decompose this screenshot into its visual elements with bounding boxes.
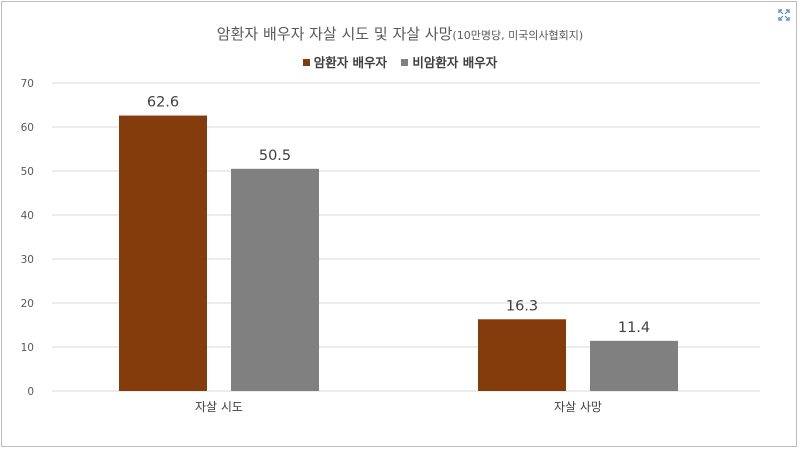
expand-icon[interactable] — [777, 8, 791, 22]
chart-title-main: 암환자 배우자 자살 시도 및 자살 사망 — [216, 25, 453, 43]
data-label: 62.6 — [147, 95, 179, 111]
y-tick-label: 40 — [21, 210, 34, 222]
data-label: 11.4 — [618, 320, 650, 336]
y-tick-label: 30 — [21, 254, 34, 266]
x-tick-label: 자살 사망 — [554, 400, 602, 414]
data-label: 16.3 — [506, 298, 538, 314]
y-tick-label: 70 — [21, 78, 34, 90]
bar — [231, 168, 319, 391]
x-tick-label: 자살 시도 — [195, 400, 243, 414]
y-tick-label: 0 — [27, 386, 34, 398]
y-tick-label: 50 — [21, 166, 34, 178]
bar — [590, 340, 678, 391]
legend-item-noncancer: 비암환자 배우자 — [401, 52, 497, 71]
legend-label-cancer: 암환자 배우자 — [313, 55, 388, 70]
y-tick-label: 10 — [21, 342, 34, 354]
legend-swatch-cancer — [302, 59, 310, 66]
data-label: 50.5 — [259, 148, 291, 164]
legend-label-noncancer: 비암환자 배우자 — [412, 55, 498, 70]
y-tick-label: 20 — [21, 298, 34, 310]
bar — [119, 115, 207, 391]
bar — [478, 319, 566, 391]
chart-subtitle: (10만명당, 미국의사협회지) — [452, 29, 584, 42]
legend-item-cancer: 암환자 배우자 — [302, 52, 388, 71]
y-tick-label: 60 — [21, 122, 34, 134]
legend-swatch-noncancer — [401, 59, 409, 66]
chart-legend: 암환자 배우자 비암환자 배우자 — [0, 52, 800, 71]
chart-title: 암환자 배우자 자살 시도 및 자살 사망(10만명당, 미국의사협회지) — [0, 23, 800, 44]
